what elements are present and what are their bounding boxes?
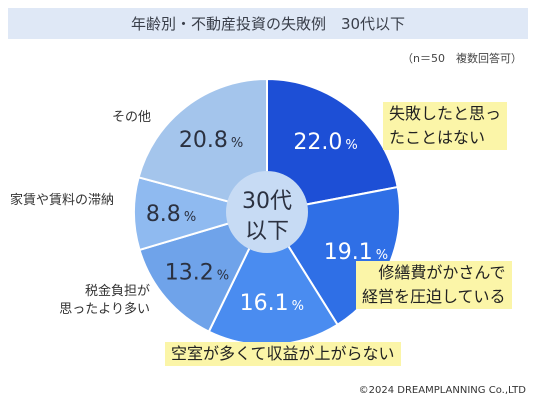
slice-other	[137, 77, 268, 214]
label-tax-burden-line2: 思ったより多い	[59, 302, 150, 317]
value-label-never-failed: 22.0%	[293, 130, 357, 155]
chart-title: 年齢別・不動産投資の失敗例 30代以下	[8, 8, 528, 39]
label-never-failed-line2: たことはない	[389, 128, 486, 147]
label-tax-burden-line1: 税金負担が	[84, 284, 150, 299]
label-tax-burden: 税金負担が 思ったより多い	[40, 283, 150, 319]
value-label-repair-costs: 19.1%	[324, 240, 388, 265]
label-other-line1: その他	[112, 110, 152, 125]
center-label-line1: 30代	[242, 189, 292, 214]
center-circle	[226, 171, 308, 253]
label-repair-costs: 修繕費がかさんで 経営を圧迫している	[356, 261, 512, 309]
label-vacancy-line1: 空室が多くて収益が上がらない	[171, 344, 395, 363]
value-label-tax-burden: 13.2%	[165, 261, 229, 286]
label-repair-costs-line2: 経営を圧迫している	[362, 287, 506, 306]
value-label-other: 20.8%	[179, 128, 243, 153]
sample-note: （n＝50 複数回答可）	[402, 52, 522, 65]
label-never-failed: 失敗したと思っ たことはない	[383, 102, 508, 150]
label-vacancy: 空室が多くて収益が上がらない	[165, 342, 401, 366]
copyright: ©2024 DREAMPLANNING Co.,LTD	[358, 385, 526, 396]
value-label-vacancy: 16.1%	[240, 291, 304, 316]
slice-tax-burden	[138, 210, 269, 333]
label-other: その他	[112, 109, 151, 127]
label-rent-arrears-line1: 家賃や賃料の滞納	[10, 193, 115, 208]
center-label-line2: 以下	[245, 219, 289, 244]
slice-never-failed	[266, 77, 399, 214]
label-rent-arrears: 家賃や賃料の滞納	[10, 192, 114, 210]
label-never-failed-line1: 失敗したと思っ	[389, 104, 502, 123]
label-repair-costs-line1: 修繕費がかさんで	[378, 263, 506, 282]
value-label-rent-arrears: 8.8%	[146, 202, 196, 227]
